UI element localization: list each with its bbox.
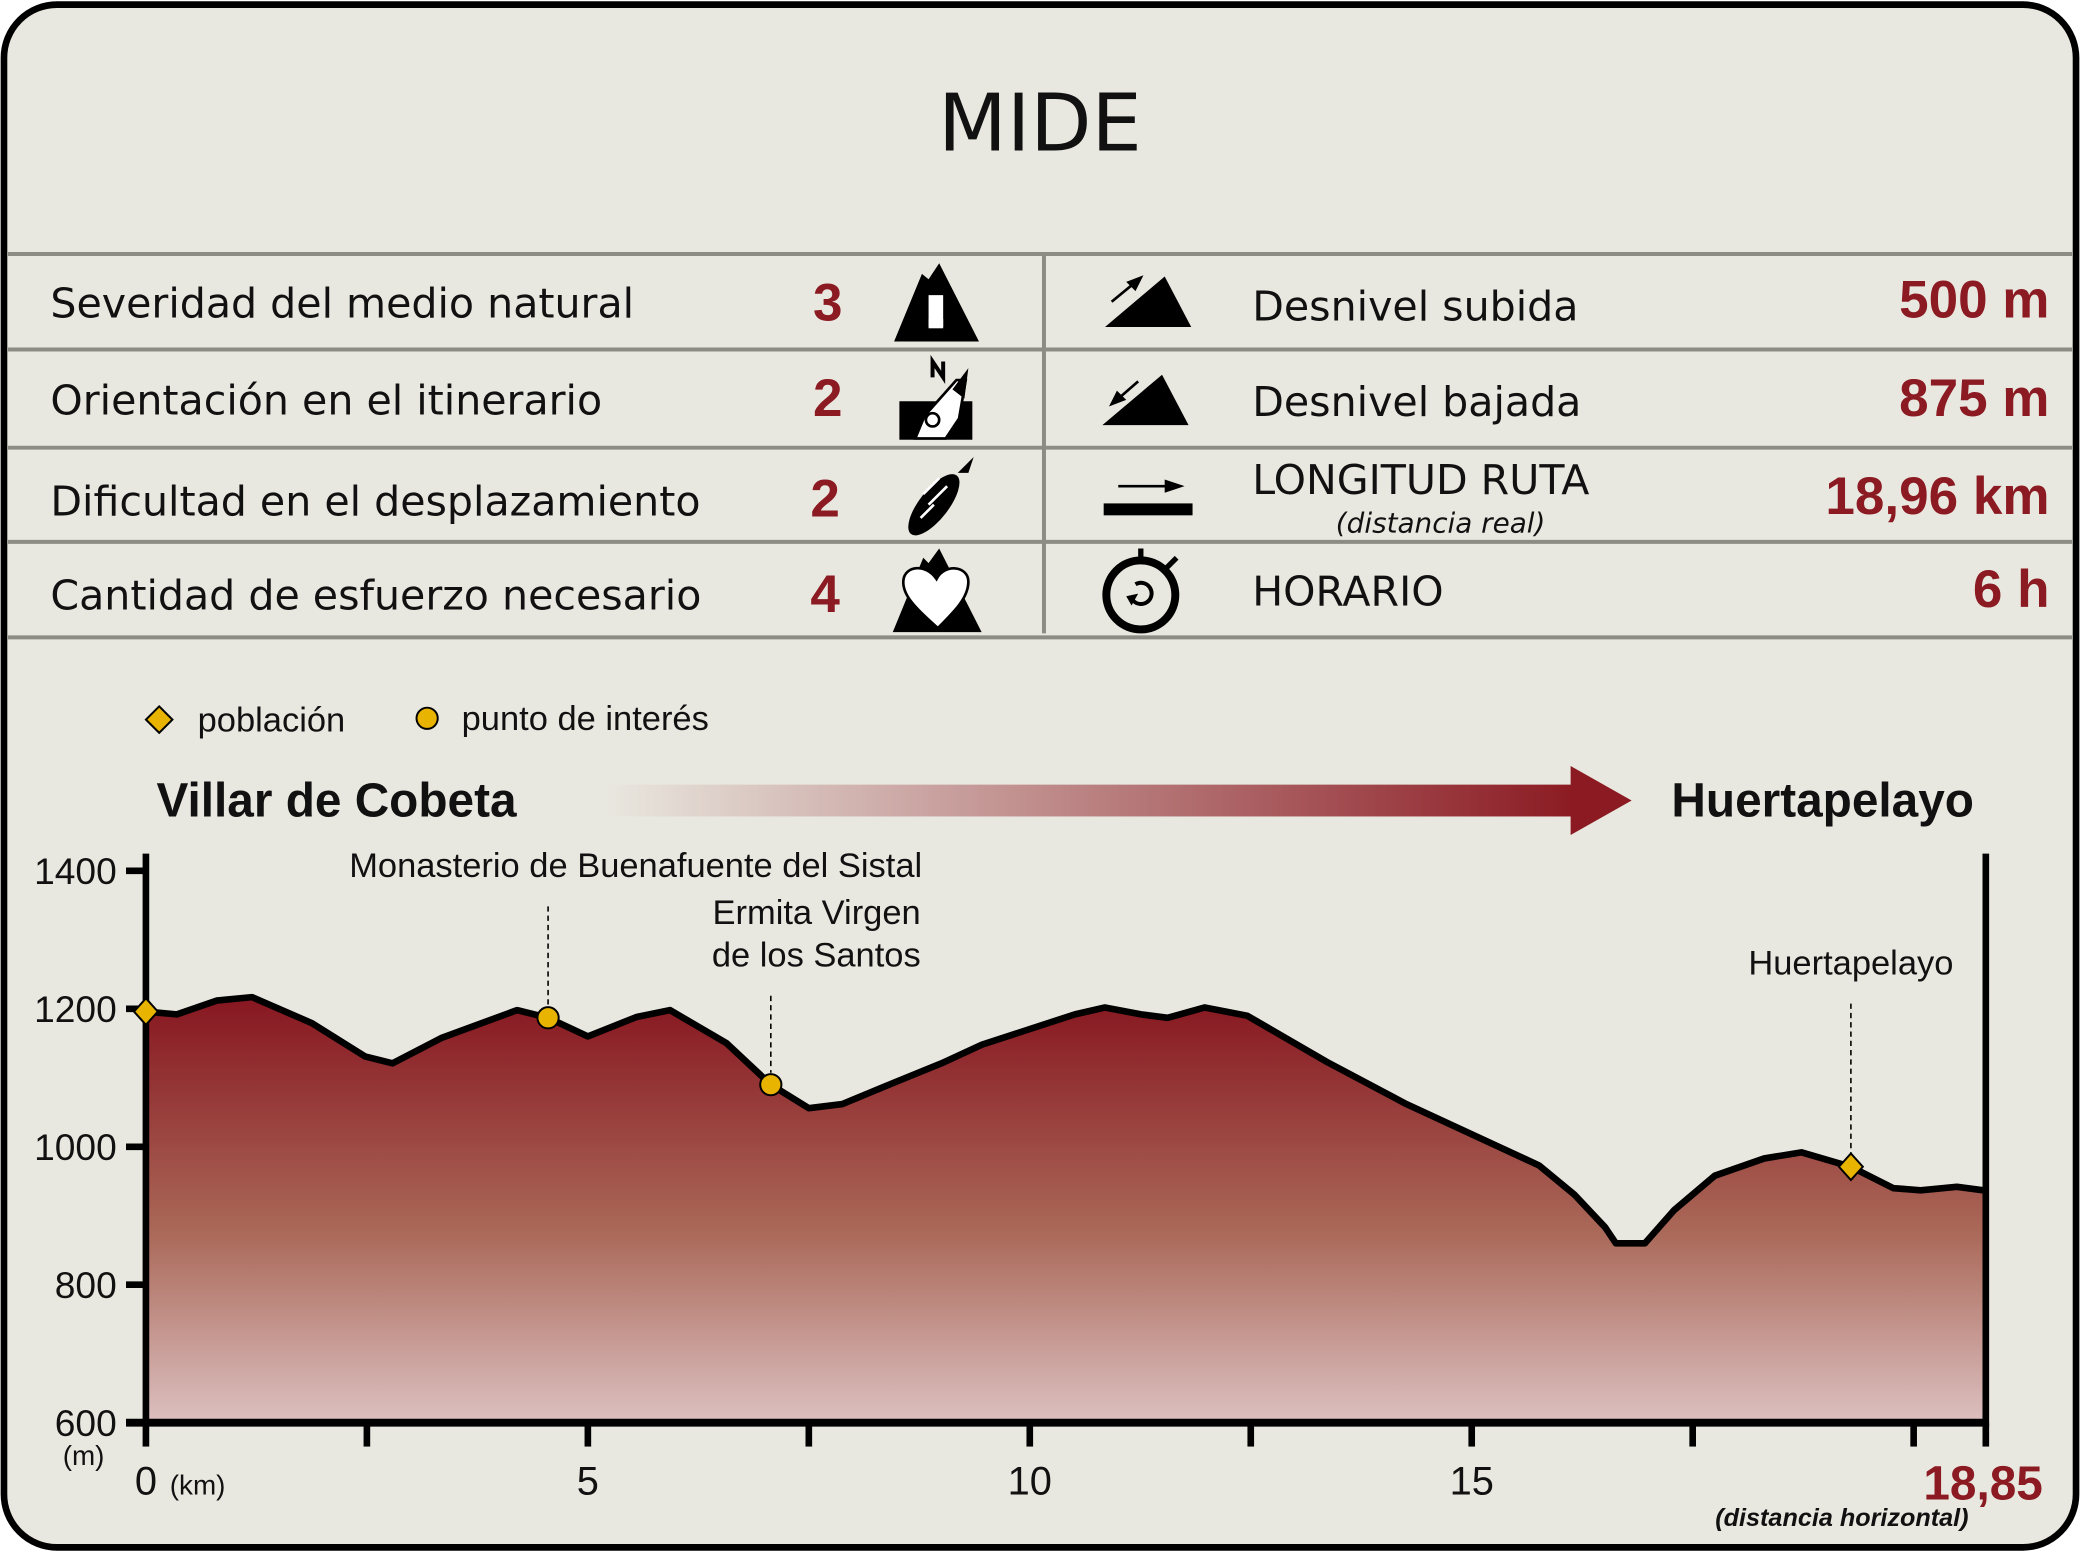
- stat-value: 500 m: [1899, 271, 2049, 330]
- population-marker: [132, 996, 160, 1027]
- marker-label: Ermita Virgen: [713, 894, 921, 932]
- y-tick-label: 600: [55, 1402, 117, 1444]
- x-tick-label: 10: [1008, 1459, 1052, 1503]
- row-value: 2: [810, 470, 840, 529]
- x-tick-label: 15: [1450, 1459, 1494, 1503]
- stat-value: 875 m: [1899, 369, 2049, 428]
- mide-row-orientation: Orientación en el itinerario 2: [50, 354, 973, 440]
- stat-label: Desnivel bajada: [1252, 378, 1581, 426]
- row-label: Orientación en el itinerario: [50, 377, 602, 425]
- elevation-profile-chart: 600 800 1000 1200 1400 0 5 10 15 Monasterio de Bu…: [34, 847, 1990, 1503]
- row-value: 3: [813, 273, 843, 332]
- row-label: Dificultad en el desplazamiento: [50, 477, 700, 525]
- row-label: Severidad del medio natural: [50, 280, 634, 328]
- route-end: Huertapelayo: [1671, 774, 1974, 827]
- boot-sole-icon: [908, 456, 974, 536]
- poi-marker-icon: [415, 706, 439, 730]
- row-value: 2: [813, 369, 843, 428]
- mide-row-severity: Severidad del medio natural 3: [50, 263, 979, 342]
- marker-label: de los Santos: [712, 937, 921, 975]
- elevation-area: [145, 997, 1984, 1423]
- distance-icon: [1103, 479, 1193, 516]
- stat-row-distance: LONGITUD RUTA (distancia real) 18,96 km: [1103, 456, 2049, 540]
- x-tick-label: 0: [135, 1459, 157, 1503]
- elevation-line: [145, 993, 1984, 1247]
- stat-row-descent: Desnivel bajada 875 m: [1102, 369, 2049, 428]
- stat-row-ascent: Desnivel subida 500 m: [1105, 271, 2049, 330]
- heart-mountain-icon: [892, 548, 982, 633]
- poi-marker: [536, 1006, 560, 1030]
- stat-label: Desnivel subida: [1252, 282, 1578, 330]
- y-tick-label: 1000: [34, 1126, 117, 1168]
- marker-label: Huertapelayo: [1748, 944, 1953, 982]
- marker-label: Monasterio de Buenafuente del Sistal: [349, 847, 922, 885]
- y-unit-label: (m): [63, 1440, 105, 1471]
- stopwatch-icon: [1102, 548, 1180, 634]
- population-marker-icon: [144, 704, 174, 735]
- route-direction-arrow-icon: [603, 766, 1632, 836]
- stat-row-time: HORARIO 6 h: [1102, 548, 2050, 634]
- legend: población punto de interés: [144, 700, 709, 740]
- table-grid: [7, 252, 2073, 640]
- page-title: MIDE: [938, 77, 1142, 170]
- descent-icon: [1102, 374, 1189, 426]
- x-end-label: 18,85: [1923, 1458, 2043, 1511]
- row-value: 4: [810, 565, 840, 624]
- x-end-note: (distancia horizontal): [1715, 1504, 1968, 1532]
- mide-row-displacement: Dificultad en el desplazamiento 2: [50, 456, 974, 536]
- y-tick-label: 1400: [34, 850, 117, 892]
- y-tick-label: 1200: [34, 988, 117, 1030]
- x-unit-label: (km): [170, 1469, 226, 1500]
- mide-row-effort: Cantidad de esfuerzo necesario 4: [50, 548, 982, 633]
- legend-poi: punto de interés: [462, 700, 709, 738]
- legend-population: población: [198, 702, 346, 740]
- population-marker: [1837, 1152, 1865, 1182]
- route-start: Villar de Cobeta: [157, 774, 517, 827]
- stat-value: 6 h: [1973, 560, 2050, 619]
- poi-marker: [759, 1073, 783, 1097]
- y-tick-label: 800: [55, 1264, 117, 1306]
- compass-orientation-icon: [899, 354, 973, 440]
- stat-sublabel: (distancia real): [1336, 507, 1546, 540]
- stat-label: LONGITUD RUTA: [1252, 456, 1589, 504]
- row-label: Cantidad de esfuerzo necesario: [50, 572, 701, 620]
- stat-value: 18,96 km: [1825, 467, 2049, 526]
- x-tick-label: 5: [577, 1459, 599, 1503]
- warning-mountain-icon: [894, 263, 979, 342]
- ascent-icon: [1105, 275, 1192, 327]
- stat-label: HORARIO: [1252, 568, 1443, 616]
